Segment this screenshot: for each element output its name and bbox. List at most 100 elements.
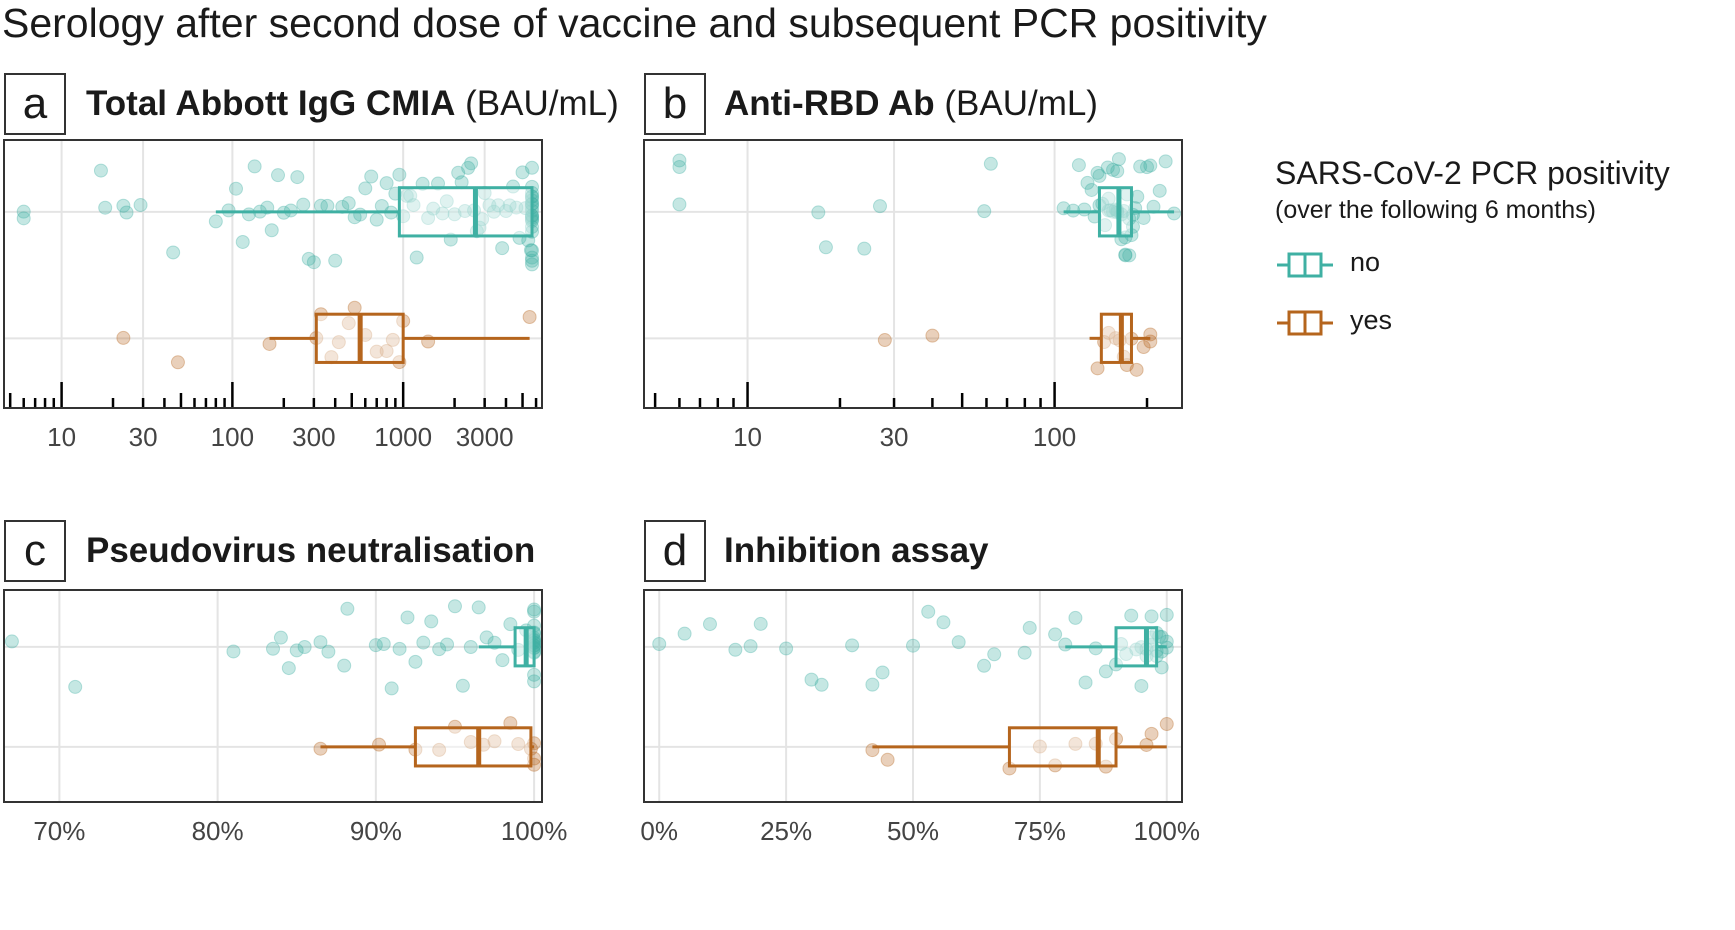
plot-border — [3, 589, 543, 803]
data-point-no — [1118, 247, 1133, 262]
data-point-no — [421, 211, 436, 226]
data-point-yes — [313, 741, 328, 756]
data-point-no — [1122, 248, 1137, 263]
data-point-no — [1158, 154, 1173, 169]
data-point-no — [936, 615, 951, 630]
data-point-no — [290, 170, 305, 185]
data-point-no — [408, 654, 423, 669]
data-point-no — [1140, 160, 1155, 175]
data-point-no — [921, 604, 936, 619]
legend-label-no: no — [1350, 247, 1381, 277]
data-point-no — [1098, 664, 1113, 679]
data-point-yes — [487, 734, 502, 749]
data-point-no — [247, 159, 262, 174]
data-point-no — [1152, 183, 1167, 198]
panel-d-letter: d — [644, 520, 706, 582]
data-point-no — [409, 250, 424, 265]
data-point-no — [406, 198, 421, 213]
tick-label-30: 30 — [880, 422, 909, 452]
data-point-no — [229, 181, 244, 196]
data-point-yes — [369, 344, 384, 359]
data-point-yes — [1136, 340, 1151, 355]
tick-label-100: 100 — [1033, 422, 1076, 452]
data-point-no — [524, 253, 539, 268]
data-point-no — [133, 198, 148, 213]
data-point-no — [424, 614, 439, 629]
data-point-no — [266, 641, 280, 656]
data-point-no — [702, 617, 717, 632]
data-point-no — [515, 165, 530, 180]
data-point-no — [495, 241, 510, 256]
data-point-no — [369, 212, 384, 227]
data-point-no — [376, 637, 391, 652]
data-point-yes — [1090, 361, 1105, 376]
data-point-no — [235, 234, 250, 249]
legend-item-yes: yes — [1275, 303, 1392, 343]
data-point-no — [1133, 159, 1148, 174]
plot-background — [4, 590, 542, 802]
data-point-no — [119, 205, 134, 220]
data-point-no — [1119, 647, 1134, 662]
data-point-no — [1080, 175, 1095, 190]
data-point-no — [328, 253, 343, 268]
box-no — [1114, 626, 1159, 668]
data-point-yes — [170, 355, 185, 370]
data-point-no — [368, 638, 383, 653]
data-point-no — [358, 181, 373, 196]
data-point-no — [68, 679, 83, 694]
data-point-no — [1143, 158, 1158, 173]
data-point-no — [672, 197, 687, 212]
data-point-no — [1090, 165, 1105, 180]
plot-border — [643, 589, 1183, 803]
data-point-no — [1159, 607, 1174, 622]
tick-label-30: 30 — [129, 422, 158, 452]
panel-c-letter: c — [4, 520, 66, 582]
data-point-no — [527, 604, 542, 619]
data-point-no — [977, 204, 992, 219]
tick-label-100: 100 — [211, 422, 254, 452]
data-point-no — [906, 638, 920, 653]
data-point-no — [677, 626, 692, 641]
data-point-no — [527, 602, 542, 617]
data-point-no — [471, 600, 486, 615]
tick-label-10: 10 — [733, 422, 762, 452]
data-point-no — [93, 163, 108, 178]
data-point-no — [1111, 152, 1126, 167]
data-point-no — [811, 205, 826, 220]
data-point-yes — [379, 344, 394, 359]
data-point-no — [166, 245, 181, 260]
tick-label-1000: 1000 — [374, 422, 432, 452]
data-point-no — [509, 200, 524, 215]
tick-label-75%: 75% — [1014, 816, 1066, 846]
data-point-no — [1118, 248, 1133, 263]
legend: SARS-CoV-2 PCR positivity (over the foll… — [1275, 155, 1670, 355]
data-point-yes — [1159, 717, 1174, 732]
data-point-no — [1088, 641, 1103, 656]
data-point-no — [524, 160, 539, 175]
panel-b-plot: 10 30 100 — [643, 139, 1183, 452]
data-point-no — [1101, 191, 1116, 206]
data-point-yes — [372, 737, 387, 752]
tick-label-70%: 70% — [33, 816, 85, 846]
panel-c-title-text: Pseudovirus neutralisation — [86, 531, 536, 570]
data-point-no — [1071, 158, 1086, 173]
data-point-no — [502, 198, 517, 213]
panel-c-title: Pseudovirus neutralisation — [86, 531, 535, 571]
plot-background — [4, 140, 542, 408]
data-point-no — [524, 243, 539, 258]
data-point-no — [987, 647, 1002, 662]
panel-b-letter: b — [644, 73, 706, 135]
tick-label-300: 300 — [292, 422, 335, 452]
data-point-no — [426, 201, 441, 216]
data-point-no — [495, 653, 510, 668]
data-point-yes — [385, 332, 400, 347]
data-point-yes — [116, 330, 131, 345]
data-point-no — [1022, 620, 1037, 635]
data-point-yes — [347, 300, 362, 315]
data-point-no — [116, 198, 131, 213]
data-point-no — [482, 198, 497, 213]
data-point-no — [753, 616, 768, 631]
data-point-no — [486, 204, 501, 219]
data-point-yes — [1144, 726, 1159, 741]
data-point-no — [226, 644, 241, 659]
